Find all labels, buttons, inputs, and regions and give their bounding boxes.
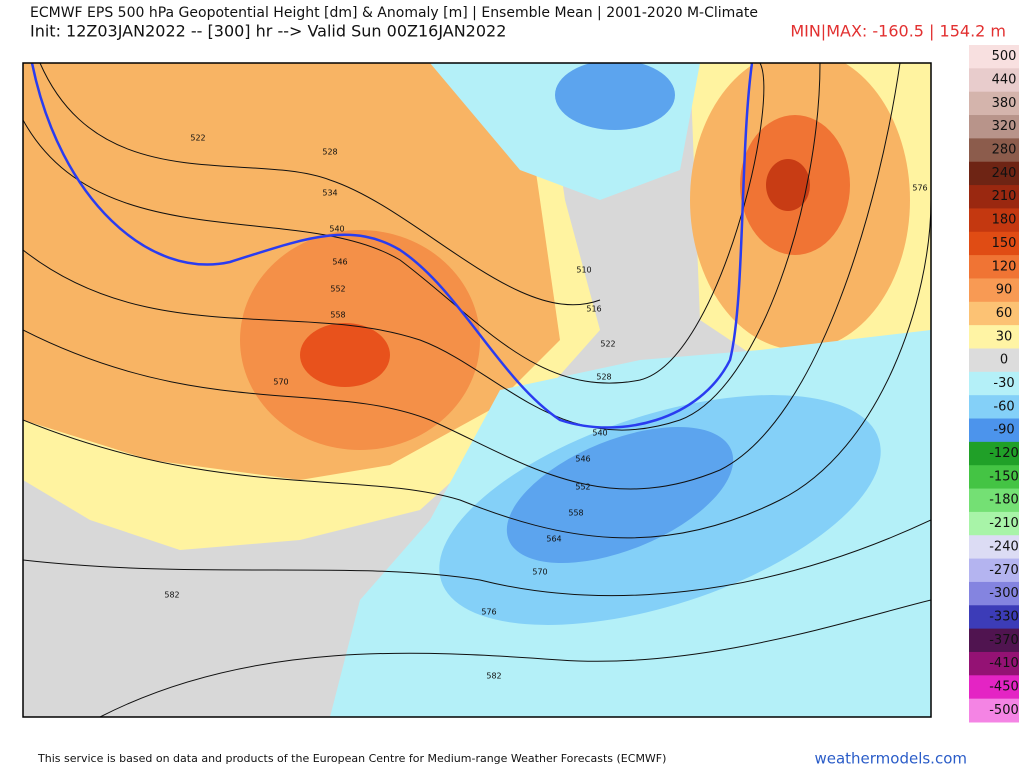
colorbar-label: -120 <box>989 446 1019 461</box>
colorbar-label: 500 <box>992 49 1017 64</box>
contour-label: 510 <box>576 266 591 275</box>
contour-label: 528 <box>322 148 337 157</box>
colorbar-label: 240 <box>992 166 1017 181</box>
map <box>23 63 931 717</box>
color-swatch <box>969 441 1019 466</box>
colorbar-label: -240 <box>989 539 1019 554</box>
contour-label: 552 <box>575 483 590 492</box>
color-swatch <box>969 348 1019 373</box>
color-swatch <box>969 535 1019 560</box>
color-swatch <box>969 138 1019 163</box>
colorbar-label: -30 <box>993 376 1014 391</box>
contour-label: 582 <box>164 591 179 600</box>
color-swatch <box>969 278 1019 303</box>
colorbar-label: 180 <box>992 213 1017 228</box>
contour-label: 552 <box>330 285 345 294</box>
credit: This service is based on data and produc… <box>37 752 666 765</box>
color-swatch <box>969 651 1019 676</box>
color-swatch <box>969 185 1019 209</box>
color-swatch <box>969 395 1019 420</box>
contour-labels: 522 528 534 540 546 552 558 570 582 576 510 516 522 5… <box>164 134 927 681</box>
colorbar-label: -330 <box>989 609 1019 624</box>
colorbar-label: 440 <box>992 73 1017 88</box>
color-swatch <box>969 208 1019 233</box>
color-swatch <box>969 488 1019 513</box>
colorbar-label: -270 <box>989 563 1019 578</box>
contour-label: 522 <box>190 134 205 143</box>
color-swatch <box>969 231 1019 256</box>
color-swatch <box>969 558 1019 583</box>
colorbar-label: -150 <box>989 469 1019 484</box>
contour-label: 564 <box>546 535 561 544</box>
colorbar-label: 90 <box>996 283 1013 298</box>
colorbar-label: -180 <box>989 493 1019 508</box>
colorbar-label: 60 <box>996 306 1013 321</box>
site-link[interactable]: weathermodels.com <box>814 750 967 768</box>
contour-label: 516 <box>586 305 601 314</box>
colorbar-label: -60 <box>993 399 1014 414</box>
color-swatch <box>969 418 1019 443</box>
contour-label: 540 <box>592 429 607 438</box>
color-swatch <box>969 325 1019 349</box>
title: ECMWF EPS 500 hPa Geopotential Height [d… <box>30 5 758 21</box>
color-swatch <box>969 68 1019 93</box>
colorbar-label: -450 <box>989 679 1019 694</box>
contour-label: 576 <box>912 184 927 193</box>
color-swatch <box>969 115 1019 139</box>
colorbar-label: 150 <box>992 236 1017 251</box>
contour-label: 540 <box>329 225 344 234</box>
contour-label: 522 <box>600 340 615 349</box>
colorbar-label: 0 <box>1000 353 1008 368</box>
color-swatch <box>969 581 1019 606</box>
color-swatch <box>969 511 1019 536</box>
contour-label: 528 <box>596 373 611 382</box>
colorbar-label: 320 <box>992 119 1017 134</box>
contour-label: 570 <box>273 378 288 387</box>
colorbar-label: 380 <box>992 96 1017 111</box>
subtitle: Init: 12Z03JAN2022 -- [300] hr --> Valid… <box>30 22 506 41</box>
colorbar-label: 210 <box>992 189 1017 204</box>
colorbar-label: 30 <box>996 329 1013 344</box>
colorbar-label: -410 <box>989 656 1019 671</box>
colorbar-label: -90 <box>993 423 1014 438</box>
contour-label: 534 <box>322 189 337 198</box>
color-swatch <box>969 91 1019 116</box>
min-max: MIN|MAX: -160.5 | 154.2 m <box>790 22 1006 41</box>
colorbar: 500 440 380 320 280 240 210 180 150 120 90 60 30 0 -30… <box>969 45 1019 723</box>
colorbar-label: -370 <box>989 633 1019 648</box>
colorbar-label: -300 <box>989 586 1019 601</box>
contour-label: 570 <box>532 568 547 577</box>
map-frame <box>22 62 932 718</box>
color-swatch <box>969 255 1019 279</box>
colorbar-label: -500 <box>989 703 1019 718</box>
color-swatch <box>969 675 1019 700</box>
color-swatch <box>969 161 1019 186</box>
color-swatch <box>969 698 1019 723</box>
color-swatch <box>969 45 1019 69</box>
colorbar-label: 280 <box>992 143 1017 158</box>
contour-label: 546 <box>332 258 347 267</box>
color-swatch <box>969 371 1019 396</box>
color-swatch <box>969 465 1019 490</box>
contour-label: 576 <box>481 608 496 617</box>
colorbar-label: 120 <box>992 259 1017 274</box>
contour-label: 546 <box>575 455 590 464</box>
color-swatch <box>969 628 1019 653</box>
contour-label: 558 <box>330 311 345 320</box>
contour-label: 582 <box>486 672 501 681</box>
color-swatch <box>969 605 1019 630</box>
color-swatch <box>969 301 1019 326</box>
contour-label: 558 <box>568 509 583 518</box>
colorbar-label: -210 <box>989 516 1019 531</box>
